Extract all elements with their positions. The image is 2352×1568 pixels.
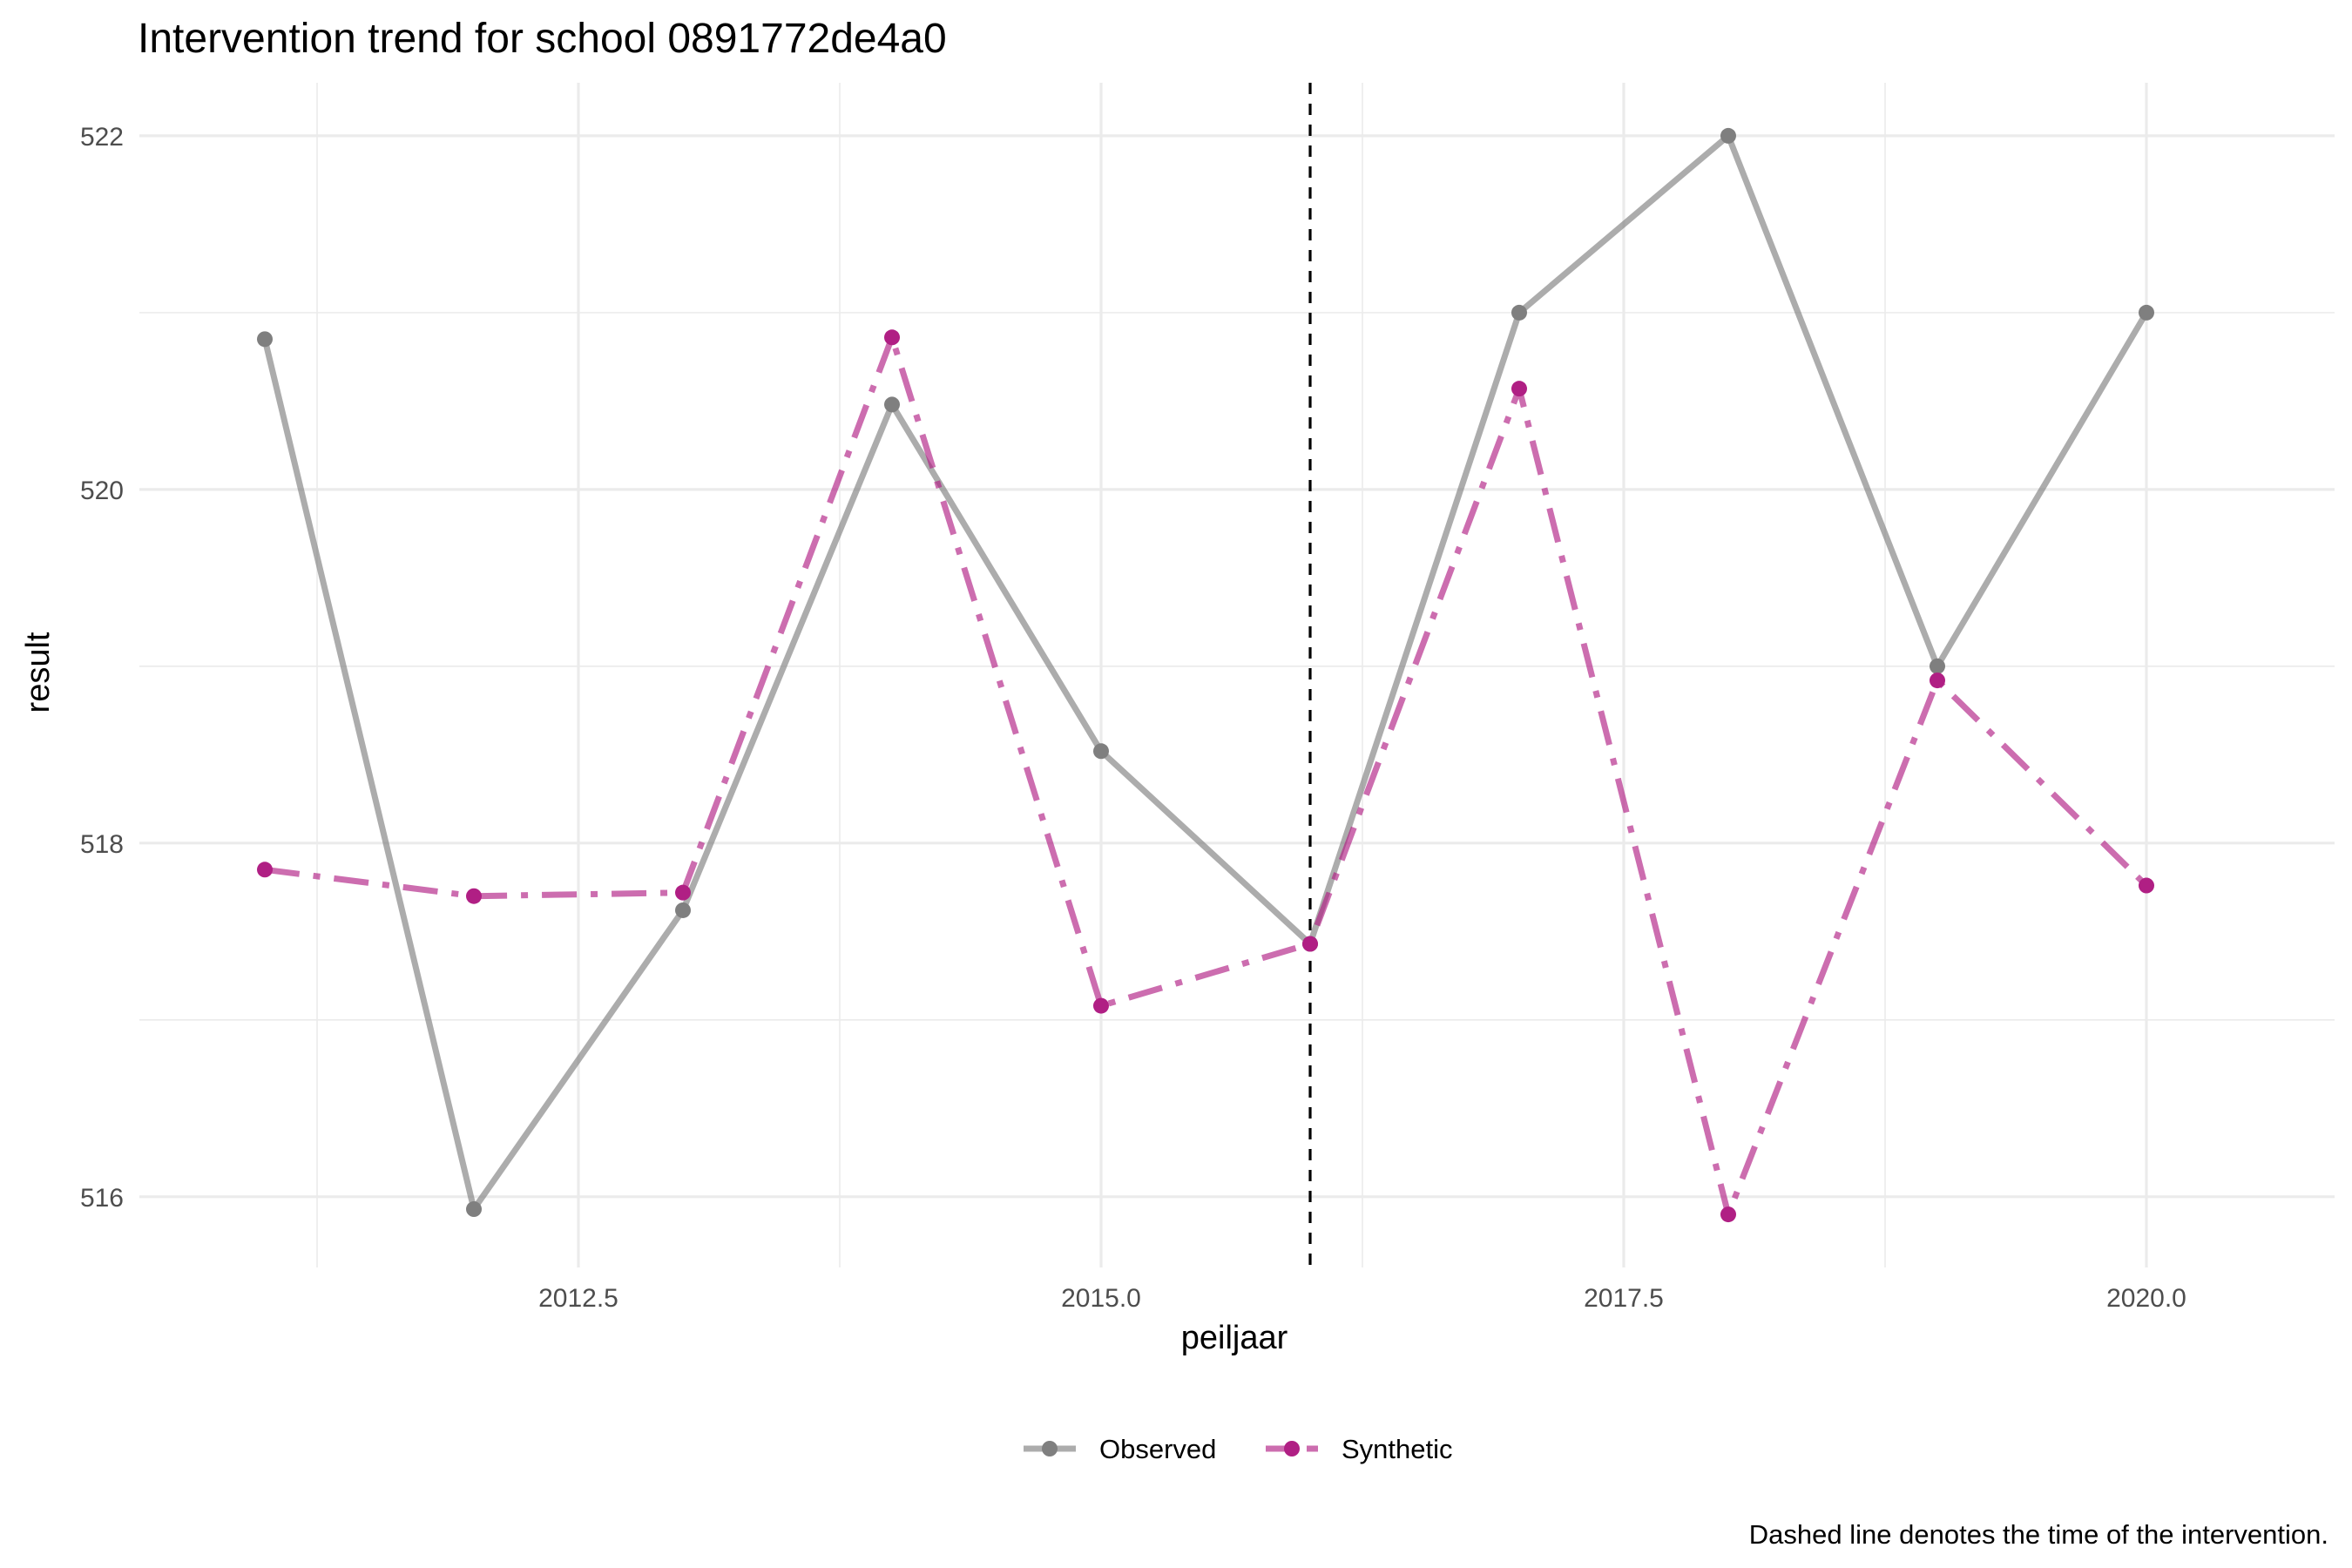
y-axis-title: result (20, 632, 57, 713)
caption: Dashed line denotes the time of the inte… (1749, 1519, 2328, 1550)
data-point (466, 888, 482, 904)
series-layer (257, 127, 2154, 1223)
legend-label: Synthetic (1342, 1434, 1453, 1464)
data-point (466, 1201, 482, 1218)
chart-title: Intervention trend for school 0891772de4… (138, 16, 947, 62)
y-tick-label: 520 (80, 476, 124, 505)
data-point (1093, 997, 1109, 1014)
data-point (1720, 127, 1736, 144)
data-point (1930, 672, 1945, 689)
x-tick-label: 2015.0 (1061, 1284, 1141, 1313)
data-point (1511, 304, 1527, 321)
data-point (675, 884, 691, 901)
series-line (261, 132, 2150, 1213)
data-point (2139, 877, 2154, 894)
grid (139, 83, 2335, 1267)
x-tick-label: 2012.5 (538, 1284, 618, 1313)
data-point (257, 862, 273, 878)
x-axis-title: peiljaar (1181, 1320, 1288, 1356)
legend-item: Synthetic (1266, 1434, 1453, 1464)
x-tick-label: 2020.0 (2106, 1284, 2186, 1313)
x-tick-label: 2017.5 (1584, 1284, 1664, 1313)
series-observed (257, 127, 2154, 1218)
series-synthetic (257, 329, 2154, 1223)
data-point (884, 396, 900, 413)
series-line (264, 334, 2149, 1218)
data-point (1093, 743, 1109, 760)
data-point (1720, 1206, 1736, 1223)
data-point (257, 331, 273, 348)
data-point (1511, 381, 1527, 397)
legend-label: Observed (1099, 1434, 1216, 1464)
y-tick-label: 518 (80, 830, 124, 859)
tick-labels: 2012.5 2015.0 2017.5 2020.0 516 518 520 522 (80, 123, 2186, 1313)
y-tick-label: 522 (80, 123, 124, 152)
legend-item: Observed (1024, 1434, 1216, 1464)
data-point (1930, 658, 1945, 674)
data-point (2139, 304, 2154, 321)
legend: Observed Synthetic (1024, 1434, 1453, 1464)
data-point (675, 902, 691, 918)
y-tick-label: 516 (80, 1184, 124, 1213)
legend-key-point (1284, 1441, 1300, 1456)
data-point (1302, 936, 1318, 952)
legend-key-point (1042, 1441, 1058, 1456)
data-point (884, 329, 900, 346)
